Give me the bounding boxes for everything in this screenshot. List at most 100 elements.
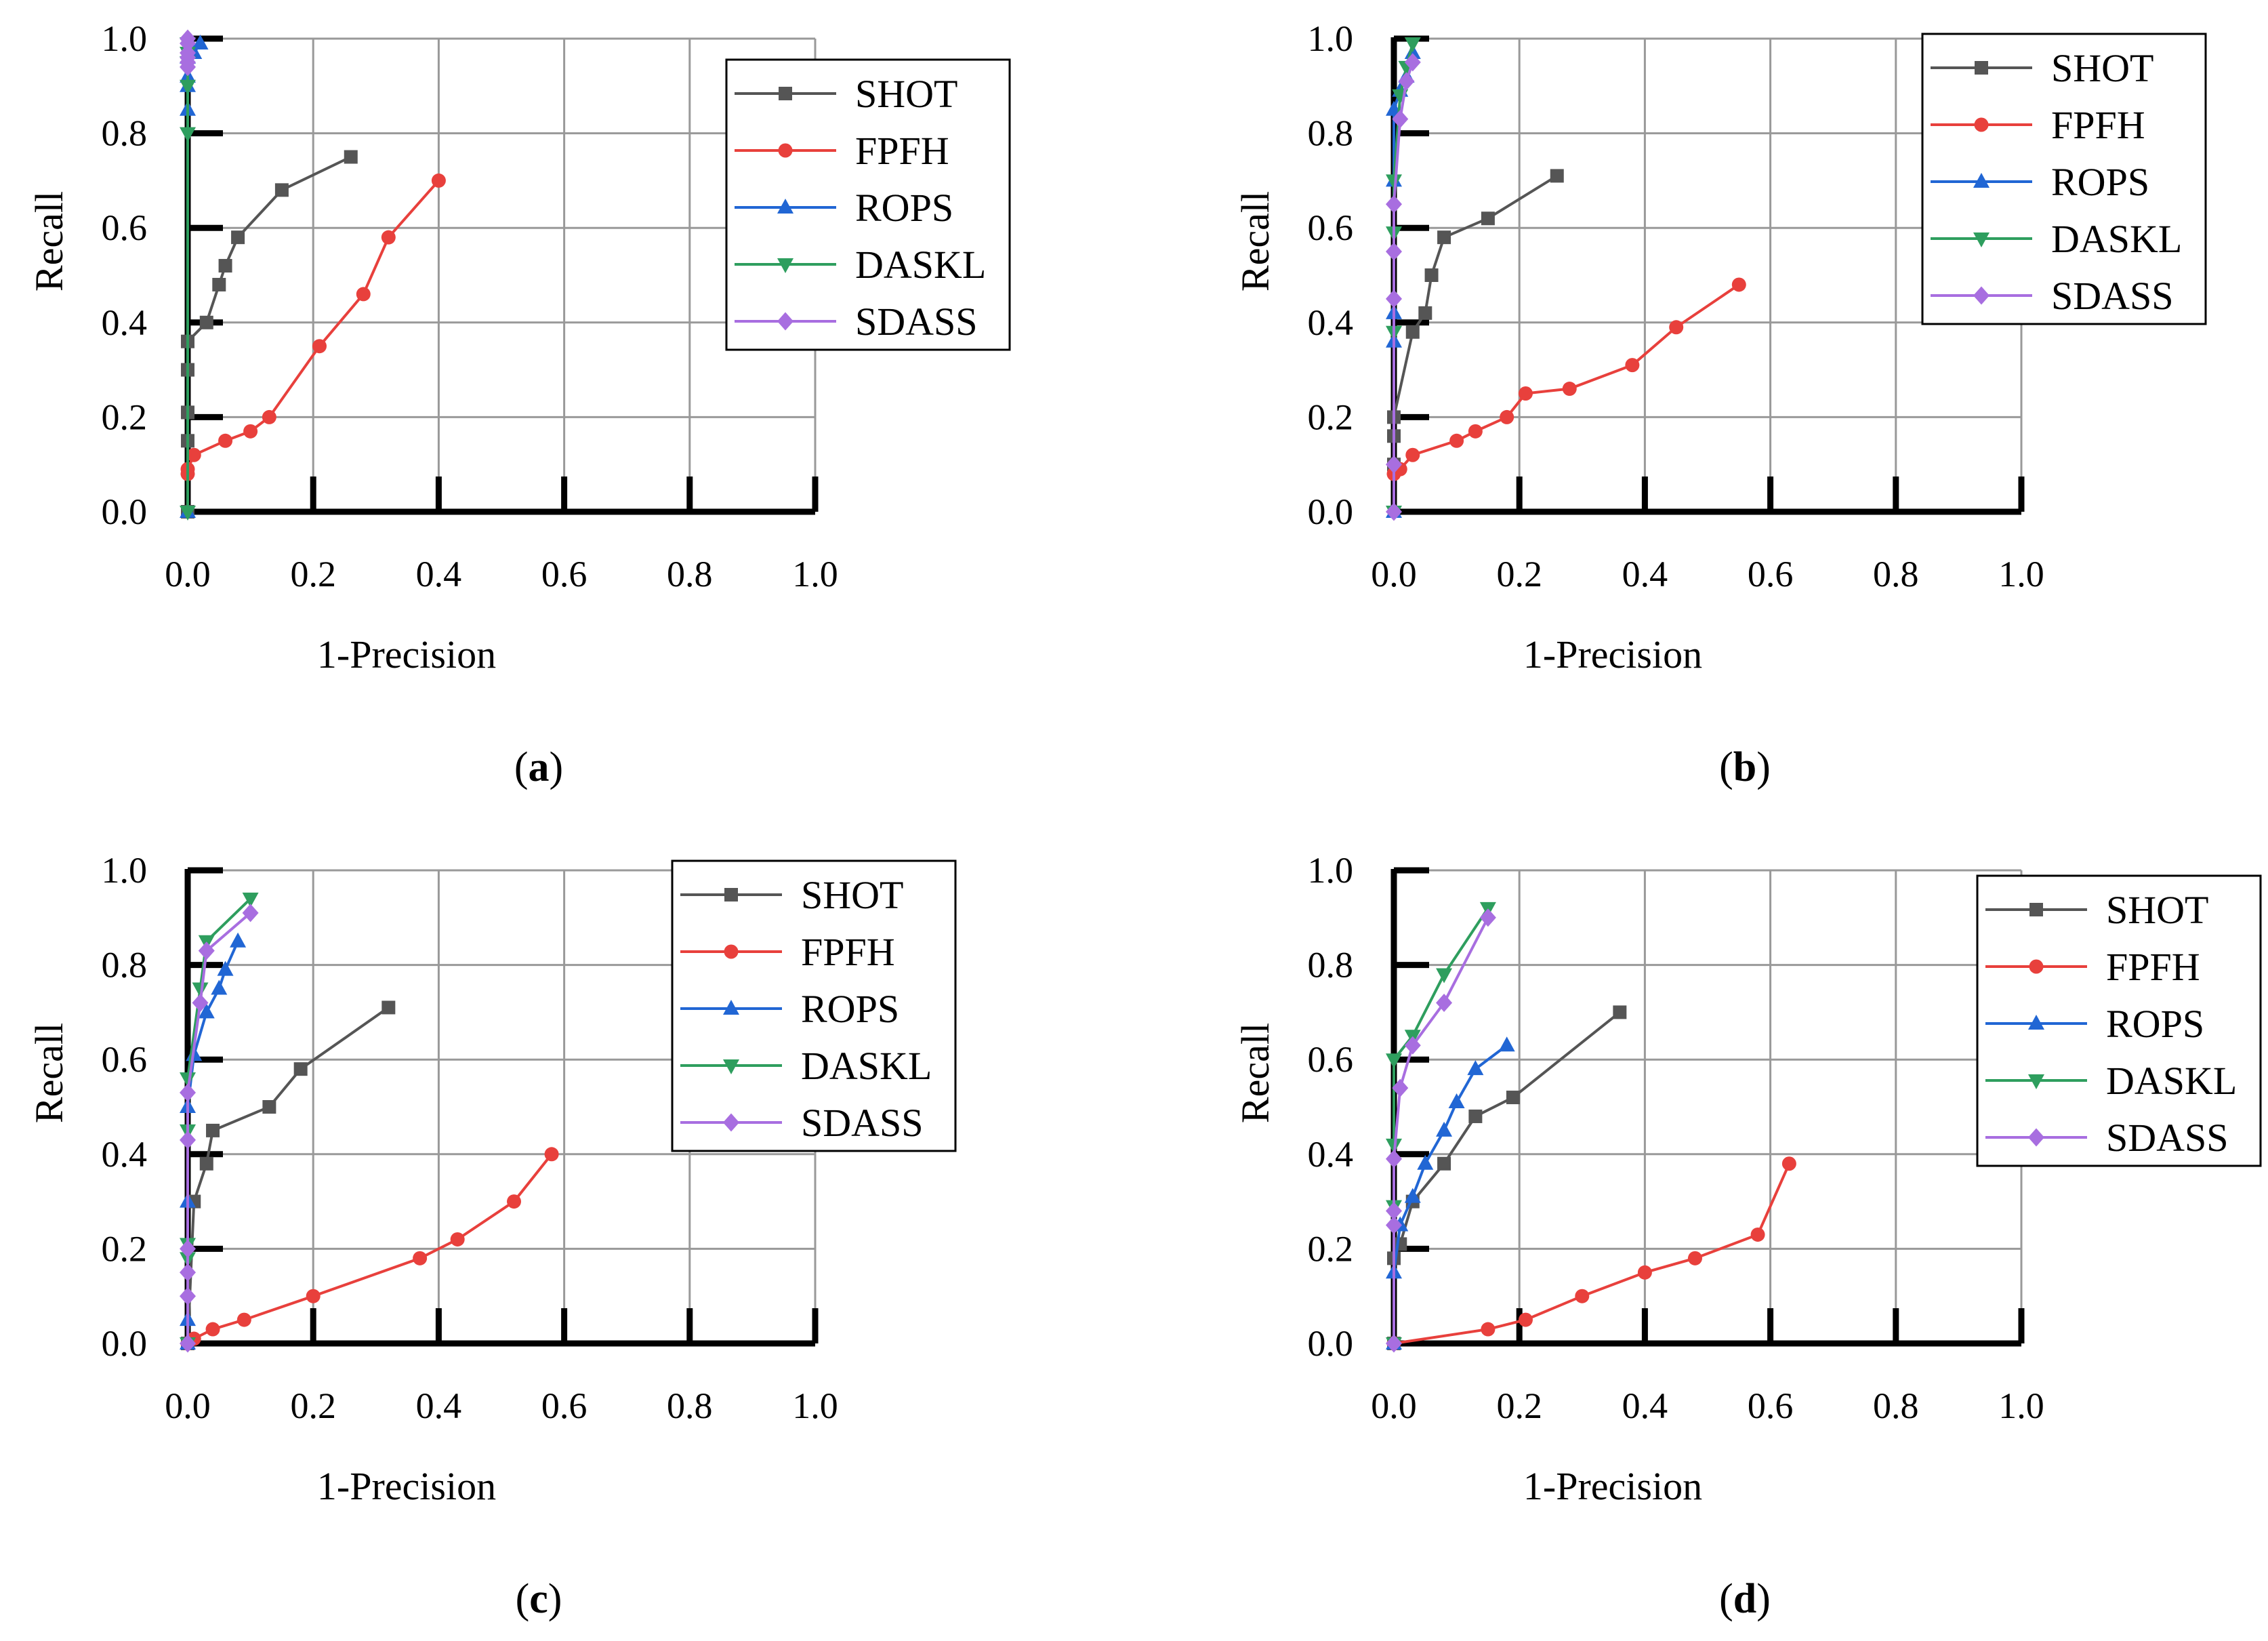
- chart-panel-c: 0.0 0.2 0.4 0.6 0.8 1.0 0.0 0.2 0.4 0.6 0.8 1.0 1-Pr…: [27, 850, 957, 1622]
- data-point-shot: [1468, 1109, 1483, 1123]
- series-fpfh: [180, 173, 446, 481]
- data-point-sdass: [180, 1239, 196, 1258]
- data-point-daskl: [180, 1072, 196, 1088]
- data-point-rops: [1404, 1188, 1421, 1203]
- legend-label: DASKL: [855, 243, 986, 287]
- legend-marker: [777, 258, 793, 273]
- y-tick-label: 0.2: [1308, 1228, 1354, 1269]
- data-point-shot: [206, 1123, 220, 1137]
- data-point-daskl: [192, 982, 209, 998]
- data-point-sdass: [1479, 908, 1496, 927]
- x-tick-label: 0.6: [1748, 1385, 1794, 1426]
- x-tick-label: 0.8: [667, 1385, 713, 1426]
- y-tick-label: 0.6: [102, 1039, 148, 1080]
- data-point-shot: [293, 1062, 308, 1076]
- x-axis-label: 1-Precision: [317, 632, 496, 676]
- legend-item-rops: ROPS: [680, 987, 899, 1031]
- legend-item-sdass: SDASS: [680, 1101, 924, 1145]
- legend-label: SDASS: [855, 300, 978, 344]
- x-axis-label: 1-Precision: [1523, 1464, 1702, 1508]
- legend: SHOT FPFH ROPS DASKL SDASS: [671, 859, 957, 1152]
- data-point-fpfh: [236, 1312, 251, 1327]
- legend-marker: [724, 888, 738, 901]
- y-tick-label: 0.4: [102, 1134, 148, 1175]
- data-point-sdass: [1392, 1078, 1409, 1097]
- y-tick-label: 0.0: [102, 491, 148, 532]
- legend-label: ROPS: [2106, 1002, 2204, 1046]
- legend-marker: [1974, 117, 1989, 132]
- data-point-daskl: [180, 506, 196, 521]
- legend-label: DASKL: [2051, 217, 2182, 261]
- data-point-shot: [199, 315, 213, 329]
- legend-marker: [1975, 61, 1988, 75]
- data-point-shot: [382, 1000, 396, 1015]
- legend-box: [1976, 874, 2262, 1167]
- panel-caption: (c): [516, 1576, 562, 1622]
- data-point-daskl: [1404, 37, 1421, 52]
- y-axis-label: Recall: [1233, 1023, 1277, 1123]
- legend-item-shot: SHOT: [1985, 888, 2208, 932]
- legend-marker: [2029, 959, 2044, 974]
- panel-caption: (b): [1719, 744, 1771, 790]
- x-tick-label: 0.8: [667, 554, 713, 594]
- series-sdass: [180, 29, 196, 77]
- y-tick-label: 1.0: [1308, 850, 1354, 891]
- legend-item-fpfh: FPFH: [1931, 103, 2145, 147]
- legend-item-rops: ROPS: [1985, 1002, 2204, 1046]
- data-point-sdass: [1386, 289, 1402, 308]
- legend-label: ROPS: [2051, 160, 2149, 204]
- data-point-rops: [192, 34, 209, 49]
- series-fpfh: [1386, 1156, 1796, 1351]
- data-point-sdass: [180, 1334, 196, 1353]
- data-point-sdass: [1386, 1202, 1402, 1221]
- y-tick-label: 0.6: [1308, 207, 1354, 248]
- data-point-sdass: [1386, 1216, 1402, 1234]
- legend-label: SDASS: [801, 1101, 924, 1145]
- data-point-fpfh: [1518, 1312, 1533, 1327]
- y-tick-label: 0.0: [102, 1323, 148, 1364]
- data-point-rops: [217, 960, 234, 976]
- data-point-sdass: [1404, 1036, 1421, 1055]
- chart-panel-a: 0.0 0.2 0.4 0.6 0.8 1.0 0.0 0.2 0.4 0.6 0.8 1.0 1-Pr…: [27, 18, 1011, 790]
- legend-item-shot: SHOT: [735, 72, 957, 116]
- legend-item-daskl: DASKL: [1985, 1059, 2237, 1103]
- y-tick-label: 0.8: [1308, 113, 1354, 154]
- data-point-fpfh: [1637, 1265, 1652, 1280]
- y-tick-label: 0.4: [1308, 1134, 1354, 1175]
- data-point-shot: [1481, 211, 1495, 226]
- legend-marker: [723, 1059, 739, 1074]
- legend-box: [671, 859, 957, 1152]
- legend-label: SHOT: [2051, 46, 2153, 90]
- y-tick-label: 0.6: [102, 207, 148, 248]
- data-point-shot: [344, 150, 358, 164]
- data-point-fpfh: [1468, 424, 1483, 439]
- data-point-shot: [1424, 268, 1439, 282]
- series-sdass: [1386, 53, 1421, 521]
- legend-label: SDASS: [2106, 1116, 2229, 1160]
- legend-box: [1921, 33, 2207, 325]
- legend-item-sdass: SDASS: [735, 300, 978, 344]
- x-tick-label: 1.0: [1998, 1385, 2044, 1426]
- panel-caption: (a): [514, 744, 563, 790]
- data-point-fpfh: [431, 173, 446, 188]
- x-axis-label: 1-Precision: [1523, 632, 1702, 676]
- x-tick-label: 0.2: [1496, 1385, 1542, 1426]
- data-point-fpfh: [1449, 433, 1464, 448]
- legend-box: [725, 58, 1011, 351]
- data-point-fpfh: [186, 447, 201, 462]
- y-tick-label: 0.2: [1308, 397, 1354, 437]
- data-point-rops: [1467, 1060, 1484, 1076]
- chart-panel-d: 0.0 0.2 0.4 0.6 0.8 1.0 0.0 0.2 0.4 0.6 0.8 1.0 1-Pr…: [1233, 850, 2262, 1622]
- legend-label: SHOT: [2106, 888, 2208, 932]
- y-tick-label: 1.0: [1308, 18, 1354, 59]
- data-point-shot: [1437, 1156, 1451, 1171]
- legend-item-rops: ROPS: [1931, 160, 2149, 204]
- x-tick-label: 0.4: [1622, 1385, 1668, 1426]
- x-tick-label: 0.4: [1622, 554, 1668, 594]
- legend-marker: [2028, 1128, 2044, 1147]
- y-tick-label: 0.4: [1308, 302, 1354, 343]
- y-tick-label: 0.4: [102, 302, 148, 343]
- data-point-sdass: [1386, 1334, 1402, 1353]
- legend-item-daskl: DASKL: [735, 243, 986, 287]
- data-point-shot: [212, 277, 226, 291]
